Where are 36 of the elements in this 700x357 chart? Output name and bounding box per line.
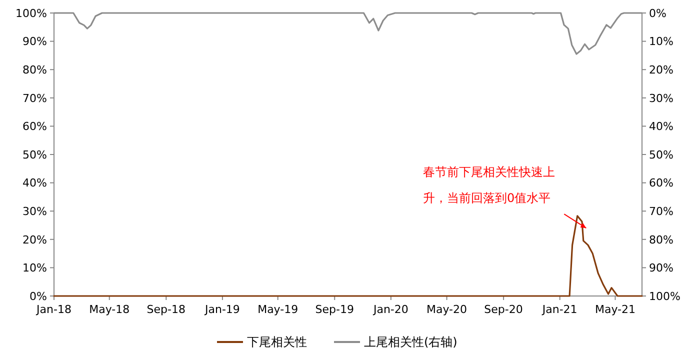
y-tick-label: 40% [22,176,47,190]
y-tick-label: 60% [22,120,47,134]
y-tick-label: 70% [22,92,47,105]
y2-tick-label: 40% [649,120,674,134]
y-tick-label: 0% [30,290,47,303]
x-tick-label: Jan-20 [372,303,408,316]
x-tick-label: Jan-19 [204,303,240,316]
legend-label: 上尾相关性(右轴) [364,335,458,349]
y-tick-label: 50% [22,148,47,162]
y2-tick-label: 50% [649,148,674,162]
y-tick-label: 20% [22,233,47,246]
y2-tick-label: 30% [649,92,674,105]
x-tick-label: Sep-18 [146,303,186,316]
y2-tick-label: 90% [649,262,674,275]
y-tick-label: 10% [22,262,47,275]
y-tick-label: 30% [22,204,47,218]
x-tick-label: May-20 [426,303,468,316]
y2-tick-label: 0% [649,6,666,20]
y2-tick-label: 10% [649,35,674,48]
x-tick-label: May-18 [89,303,130,316]
legend-label: 下尾相关性 [247,335,307,349]
annotation: 春节前下尾相关性快速上升，当前回落到0值水平 [423,165,555,205]
x-tick-label: Jan-21 [541,303,578,316]
y2-tick-label: 70% [649,204,674,218]
y2-tick-label: 60% [649,176,674,190]
x-tick-label: Jan-18 [36,303,72,316]
x-tick-label: Sep-20 [484,303,523,316]
x-tick-label: May-21 [594,303,636,316]
y-tick-label: 80% [22,63,47,76]
y2-tick-label: 20% [649,63,674,76]
x-tick-label: Sep-19 [315,303,354,316]
y-tick-label: 90% [22,35,47,48]
y-tick-label: 100% [16,6,47,20]
y2-tick-label: 80% [649,233,674,246]
y2-tick-label: 100% [649,290,680,303]
x-tick-label: May-19 [258,303,298,316]
